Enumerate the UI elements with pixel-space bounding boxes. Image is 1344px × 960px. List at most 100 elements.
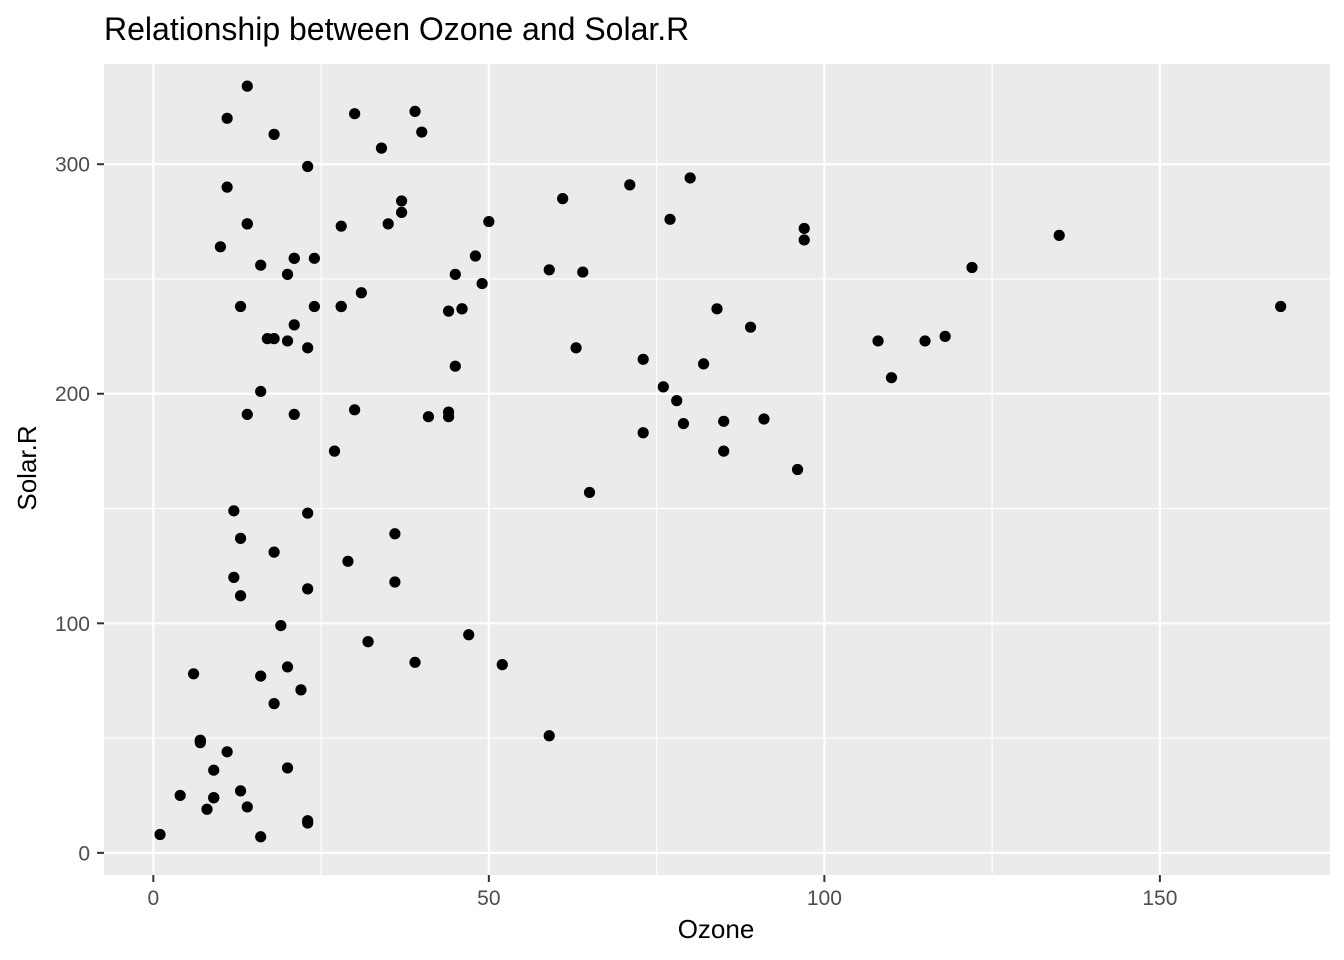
data-point: [798, 222, 810, 235]
data-point: [637, 353, 649, 365]
axis-ticks: 0 50 100 150 0 100 200 300: [55, 154, 1177, 910]
data-point: [302, 160, 314, 173]
data-point: [1053, 229, 1065, 241]
data-point: [255, 670, 267, 682]
data-point: [919, 335, 931, 347]
data-point: [214, 241, 227, 253]
data-point: [268, 128, 280, 140]
data-point: [268, 546, 280, 558]
data-point: [664, 213, 676, 225]
x-tick-label: 100: [807, 887, 842, 910]
data-point: [382, 218, 394, 230]
data-point: [281, 268, 294, 280]
data-point: [442, 305, 455, 317]
y-tick-label: 300: [55, 154, 90, 177]
data-point: [657, 381, 669, 393]
data-point: [241, 80, 253, 92]
data-point: [302, 583, 314, 595]
data-point: [1275, 300, 1287, 313]
data-point: [463, 629, 475, 641]
data-point: [718, 445, 730, 457]
x-tick-label: 150: [1142, 887, 1177, 910]
data-point: [281, 661, 294, 673]
data-point: [234, 590, 247, 602]
data-point: [328, 445, 341, 457]
data-point: [543, 730, 555, 742]
data-point: [718, 415, 730, 427]
data-point: [885, 372, 898, 384]
data-point: [375, 142, 388, 154]
data-point: [221, 181, 233, 193]
data-point: [469, 250, 482, 262]
data-point: [281, 762, 294, 774]
data-points: [154, 80, 1287, 843]
data-point: [302, 342, 314, 354]
data-point: [154, 828, 166, 841]
data-point: [409, 656, 421, 668]
data-point: [308, 300, 320, 313]
data-point: [335, 220, 347, 232]
data-point: [456, 303, 468, 315]
data-point: [335, 300, 347, 313]
data-point: [744, 321, 757, 333]
data-point: [396, 206, 408, 219]
data-point: [221, 746, 233, 758]
data-point: [422, 411, 435, 423]
data-point: [288, 319, 300, 331]
data-point: [234, 300, 247, 313]
data-point: [308, 252, 320, 264]
data-point: [208, 792, 220, 804]
data-point: [476, 277, 488, 290]
data-point: [288, 408, 300, 421]
data-point: [349, 108, 361, 120]
data-point: [208, 764, 220, 776]
data-point: [241, 218, 253, 230]
data-point: [409, 105, 421, 118]
data-point: [791, 463, 804, 476]
data-point: [697, 358, 710, 370]
data-point: [449, 268, 461, 280]
data-point: [268, 698, 280, 710]
data-point: [234, 785, 247, 797]
data-point: [275, 619, 287, 632]
data-point: [583, 486, 596, 499]
data-point: [449, 360, 461, 372]
data-point: [228, 571, 240, 583]
data-point: [711, 303, 723, 315]
data-point: [187, 668, 200, 680]
data-point: [362, 636, 374, 648]
data-point: [939, 330, 951, 342]
plot-panel: [104, 64, 1330, 875]
data-point: [221, 112, 233, 124]
data-point: [355, 287, 367, 299]
data-point: [577, 266, 589, 278]
data-point: [483, 215, 495, 228]
data-point: [201, 803, 213, 815]
data-point: [234, 532, 247, 544]
data-point: [281, 335, 294, 347]
data-point: [396, 195, 408, 207]
data-point: [496, 659, 508, 671]
data-point: [671, 395, 683, 407]
data-point: [389, 528, 401, 540]
data-point: [228, 505, 240, 517]
data-point: [255, 831, 267, 843]
data-point: [342, 555, 354, 567]
data-point: [758, 413, 770, 425]
data-point: [966, 261, 978, 274]
data-point: [302, 507, 314, 519]
y-axis-label: Solar.R: [12, 425, 42, 510]
data-point: [442, 411, 455, 423]
data-point: [255, 259, 267, 271]
data-point: [677, 417, 690, 430]
data-point: [798, 234, 810, 246]
chart-title: Relationship between Ozone and Solar.R: [104, 11, 689, 47]
data-point: [349, 404, 361, 416]
data-point: [637, 427, 649, 439]
data-point: [416, 126, 428, 138]
x-axis-label: Ozone: [678, 914, 755, 944]
data-point: [543, 264, 555, 276]
data-point: [570, 342, 582, 354]
data-point: [624, 179, 636, 191]
